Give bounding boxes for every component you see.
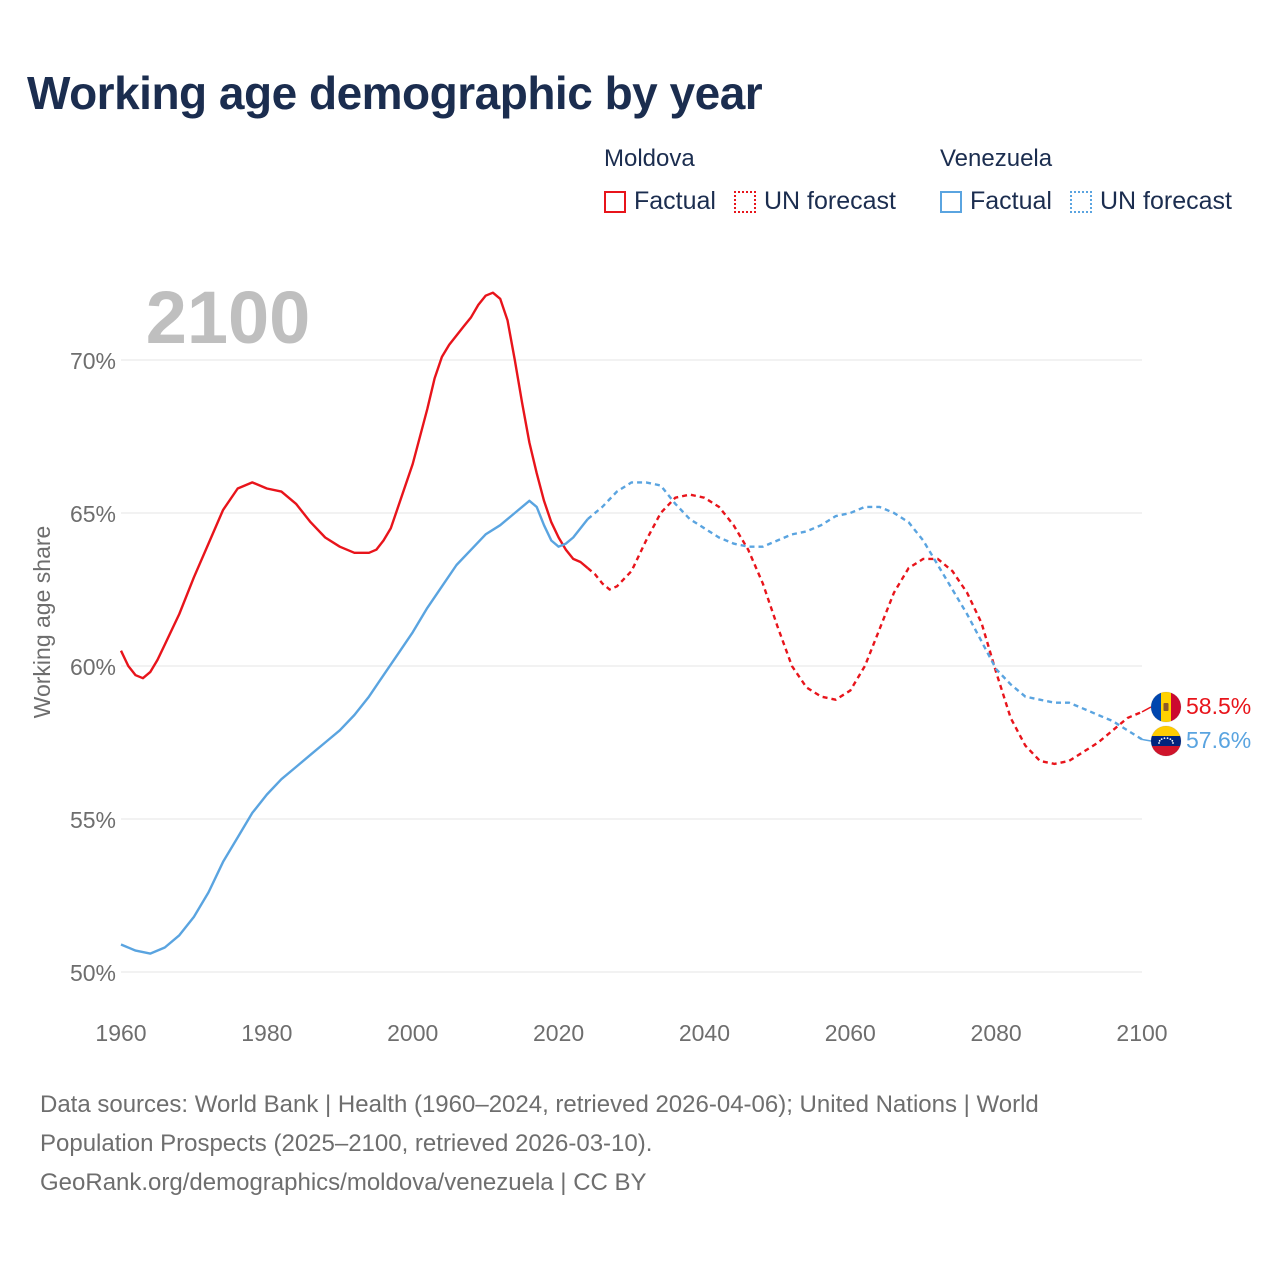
end-value-label-venezuela: 57.6% [1186, 727, 1251, 753]
x-tick-label: 1980 [241, 1020, 292, 1046]
chart-title: Working age demographic by year [27, 67, 763, 119]
x-tick-label: 2080 [971, 1020, 1022, 1046]
legend-group-venezuela: Venezuela Factual UN forecast [940, 145, 1250, 216]
series-lines [119, 291, 1143, 955]
footer-line-2: Population Prospects (2025–2100, retriev… [40, 1130, 653, 1157]
footer-sources: Data sources: World Bank | Health (1960–… [40, 1085, 1240, 1202]
gridlines [121, 359, 1142, 973]
legend-venezuela-forecast-label: UN forecast [1099, 187, 1232, 215]
legend-moldova-forecast[interactable]: UN forecast [733, 187, 896, 216]
legend-country-venezuela: Venezuela [940, 145, 1053, 172]
y-tick-label: 65% [70, 501, 116, 527]
legend-country-moldova: Moldova [604, 145, 695, 172]
legend-swatch-dotted-icon [733, 190, 756, 213]
year-watermark: 2100 [146, 276, 311, 359]
series-end-labels: 58.5% 57.6% [1141, 691, 1251, 757]
series-line-moldova-factual[interactable] [119, 291, 589, 680]
footer-line-1: Data sources: World Bank | Health (1960–… [40, 1091, 1039, 1118]
x-tick-label: 2060 [825, 1020, 876, 1046]
y-tick-label: 70% [70, 348, 116, 374]
x-tick-label: 2000 [387, 1020, 438, 1046]
legend-moldova-forecast-label: UN forecast [763, 187, 896, 215]
line-chart: 2100 50% 55% 60% 65% 70% 1960 1980 2000 2020 204… [29, 276, 1251, 1046]
y-axis-label: Working age share [29, 526, 55, 719]
legend-moldova-factual[interactable]: Factual [604, 187, 716, 216]
moldova-flag-icon [1150, 691, 1182, 723]
x-tick-label: 1960 [95, 1020, 146, 1046]
footer-line-3: GeoRank.org/demographics/moldova/venezue… [40, 1169, 647, 1196]
series-line-moldova-forecast[interactable] [586, 493, 1143, 766]
legend-venezuela-factual-label: Factual [970, 187, 1052, 215]
end-connector [1141, 738, 1152, 742]
end-connector [1141, 706, 1152, 713]
venezuela-flag-icon [1150, 725, 1182, 757]
legend-venezuela-factual[interactable]: Factual [940, 187, 1052, 216]
legend-moldova-factual-label: Factual [634, 187, 716, 215]
x-tick-label: 2020 [533, 1020, 584, 1046]
legend-swatch-solid-icon [604, 190, 626, 213]
y-axis-ticks: 50% 55% 60% 65% 70% [70, 348, 116, 986]
y-tick-label: 55% [70, 807, 116, 833]
legend-swatch-dotted-icon [1069, 190, 1092, 213]
series-line-venezuela-forecast[interactable] [586, 481, 1143, 741]
x-axis-ticks: 1960 1980 2000 2020 2040 2060 2080 2100 [95, 1020, 1167, 1046]
end-value-label-moldova: 58.5% [1186, 693, 1251, 719]
x-tick-label: 2100 [1116, 1020, 1167, 1046]
legend-venezuela-forecast[interactable]: UN forecast [1069, 187, 1232, 216]
x-tick-label: 2040 [679, 1020, 730, 1046]
legend-swatch-solid-icon [940, 190, 962, 213]
series-line-venezuela-factual[interactable] [120, 499, 589, 955]
y-tick-label: 60% [70, 654, 116, 680]
y-tick-label: 50% [70, 960, 116, 986]
legend-group-moldova: Moldova Factual UN forecast [604, 145, 914, 216]
